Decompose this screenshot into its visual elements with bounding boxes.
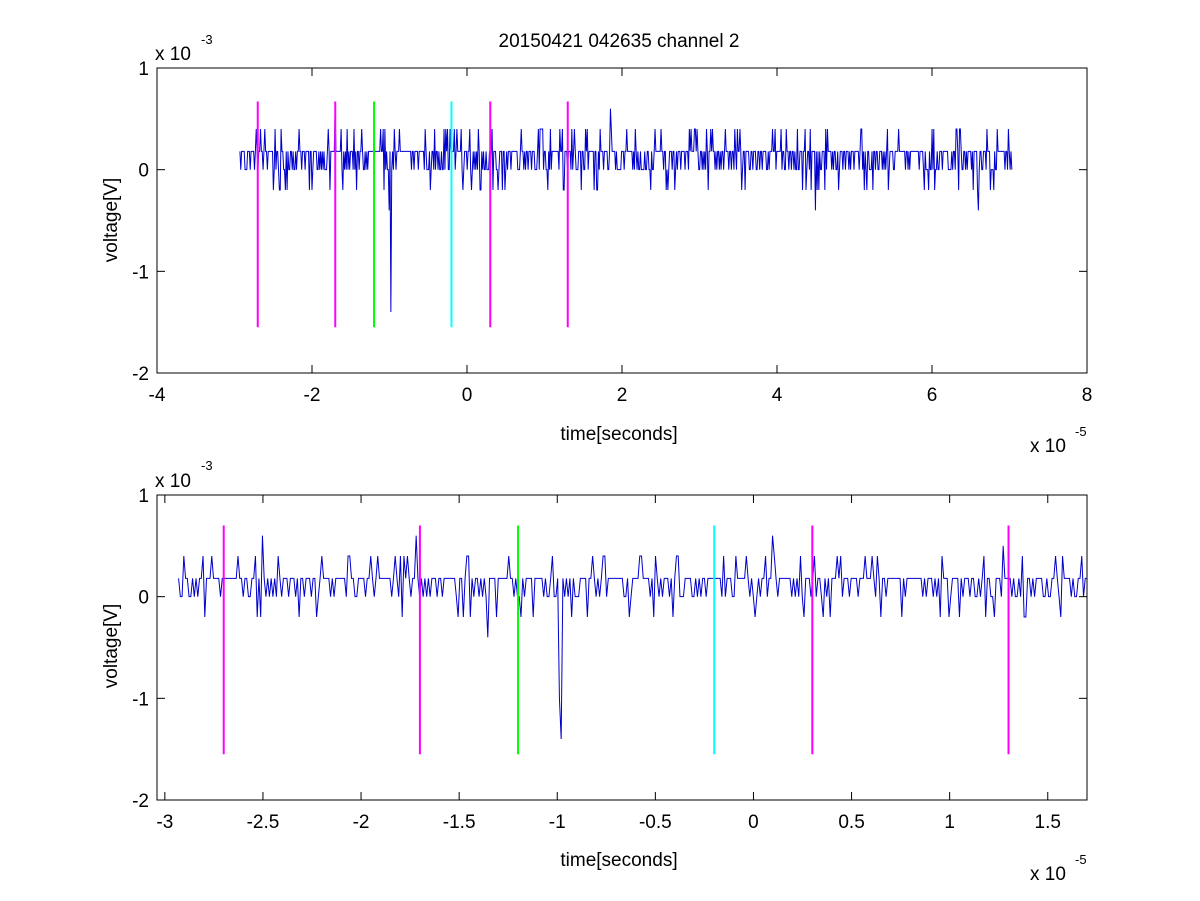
top-y-multiplier-base: x 10 xyxy=(155,44,191,65)
bottom-x-tick-label: -3 xyxy=(156,812,173,833)
bottom-y-tick-label: -1 xyxy=(132,689,149,710)
bottom-y-multiplier-exp: -3 xyxy=(201,458,213,473)
bottom-y-tick-label: -2 xyxy=(132,791,149,812)
bottom-y-multiplier-base: x 10 xyxy=(155,471,191,492)
bottom-plot-marks xyxy=(178,525,1087,755)
top-x-multiplier: x 10 -5 xyxy=(1030,424,1087,457)
top-y-tick-label: 1 xyxy=(138,59,149,80)
top-x-tick-label: 0 xyxy=(462,385,473,406)
top-x-tick-label: 2 xyxy=(617,385,628,406)
bottom-y-axis-label: voltage[V] xyxy=(101,604,122,689)
bottom-plot-ticks: -3 -2.5 -2 -1.5 -1 -0.5 0 0.5 1 1.5 1 0 -1 -2 xyxy=(132,486,1087,833)
bottom-x-tick-label: -2 xyxy=(353,812,370,833)
bottom-x-tick-label: 0 xyxy=(748,812,759,833)
top-y-multiplier-exp: -3 xyxy=(201,32,213,47)
bottom-x-multiplier-exp: -5 xyxy=(1075,852,1087,867)
top-x-tick-label: 8 xyxy=(1082,385,1093,406)
top-signal-series xyxy=(239,108,1013,313)
bottom-x-multiplier-base: x 10 xyxy=(1030,864,1066,885)
bottom-plot: -3 -2.5 -2 -1.5 -1 -0.5 0 0.5 1 1.5 1 0 -1 -2 time[se… xyxy=(101,458,1088,885)
bottom-x-tick-label: 0.5 xyxy=(838,812,864,833)
bottom-x-tick-label: 1.5 xyxy=(1035,812,1061,833)
top-y-axis-label: voltage[V] xyxy=(101,178,122,263)
bottom-x-tick-label: -0.5 xyxy=(639,812,672,833)
bottom-x-tick-label: -1 xyxy=(549,812,566,833)
top-x-tick-label: -2 xyxy=(304,385,321,406)
bottom-y-tick-label: 0 xyxy=(138,588,149,609)
top-x-tick-label: 6 xyxy=(927,385,938,406)
top-plot-marks xyxy=(239,101,1013,328)
top-x-tick-label: -4 xyxy=(149,385,166,406)
top-x-tick-label: 4 xyxy=(772,385,783,406)
top-plot: 20150421 042635 channel 2 -4 -2 0 2 4 6 810-1-… xyxy=(101,31,1092,457)
bottom-x-tick-label: -2.5 xyxy=(247,812,280,833)
bottom-x-tick-label: -1.5 xyxy=(443,812,476,833)
top-x-multiplier-base: x 10 xyxy=(1030,436,1066,457)
top-y-tick-label: 0 xyxy=(138,161,149,182)
top-x-axis-label: time[seconds] xyxy=(560,424,677,445)
top-y-tick-label: -1 xyxy=(132,262,149,283)
top-y-tick-label: -2 xyxy=(132,364,149,385)
bottom-x-tick-label: 1 xyxy=(944,812,955,833)
top-plot-ticks: -4 -2 0 2 4 6 810-1-2 xyxy=(132,59,1092,406)
bottom-y-multiplier: x 10 -3 xyxy=(155,458,213,492)
bottom-x-multiplier: x 10 -5 xyxy=(1030,852,1087,885)
bottom-signal-series xyxy=(178,535,1087,740)
bottom-y-tick-label: 1 xyxy=(138,486,149,507)
top-x-multiplier-exp: -5 xyxy=(1075,424,1087,439)
chart-title: 20150421 042635 channel 2 xyxy=(499,31,740,52)
bottom-plot-axes-box xyxy=(156,494,1088,801)
bottom-x-axis-label: time[seconds] xyxy=(560,850,677,871)
top-y-multiplier: x 10 -3 xyxy=(155,32,213,65)
top-plot-axes-box xyxy=(156,67,1088,374)
